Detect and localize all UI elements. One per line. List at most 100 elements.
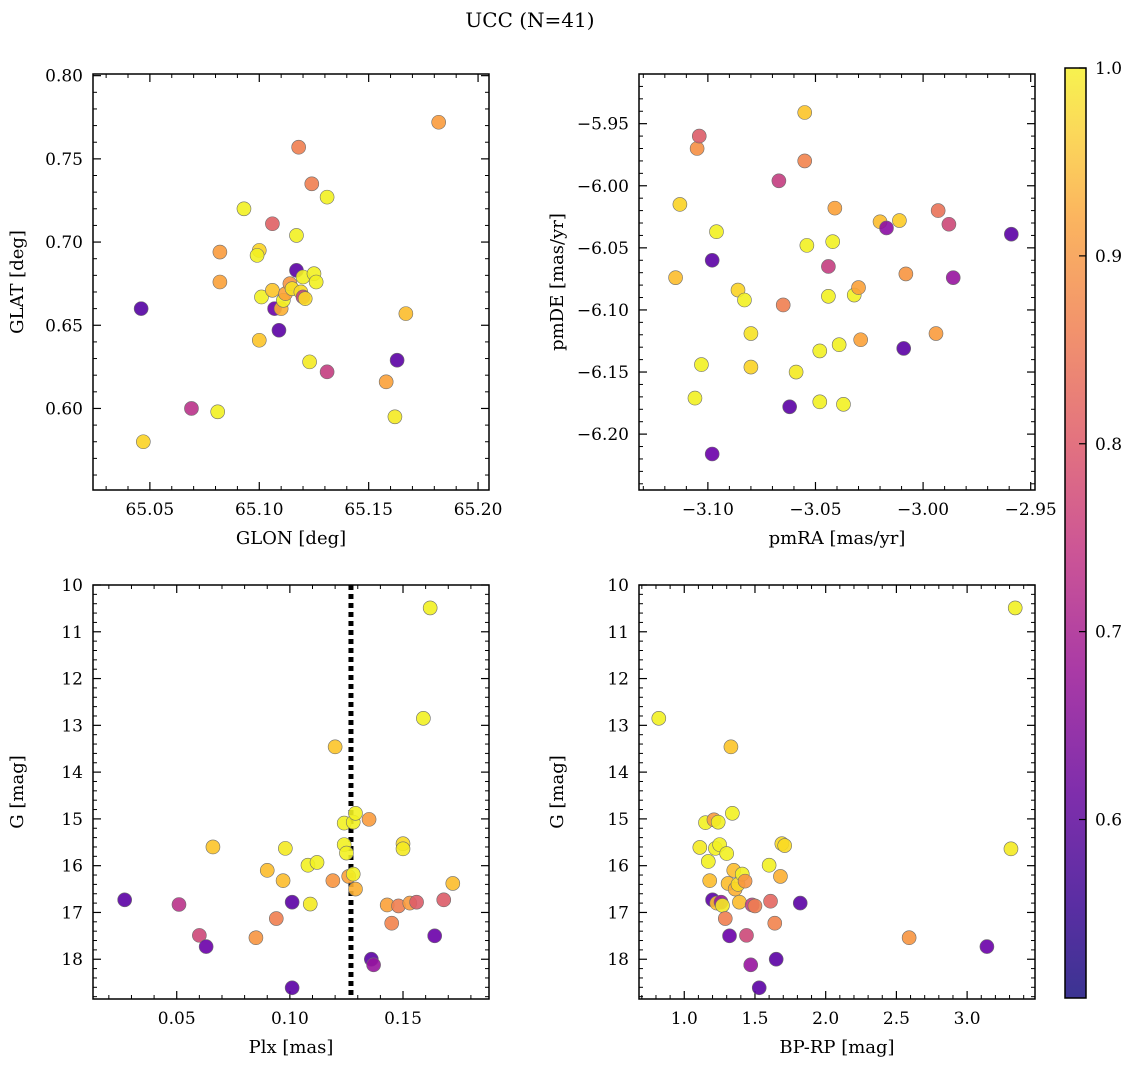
scatter-point bbox=[445, 876, 461, 891]
scatter-point bbox=[768, 951, 784, 967]
axes-frame bbox=[92, 73, 490, 491]
x-tick-label: 0.10 bbox=[271, 1009, 309, 1029]
y-tick-label: −6.15 bbox=[577, 363, 629, 383]
x-tick-label: −2.95 bbox=[1005, 500, 1057, 520]
scatter-point bbox=[308, 274, 324, 290]
y-tick-label: 18 bbox=[61, 950, 83, 970]
scatter-point bbox=[853, 332, 868, 348]
scatter-point bbox=[709, 224, 724, 240]
scatter-point bbox=[436, 892, 452, 908]
scatter-point bbox=[249, 248, 265, 263]
scatter-point bbox=[782, 399, 797, 415]
colorbar-tick-label: 1.0 bbox=[1095, 59, 1122, 79]
x-axis-label: GLON [deg] bbox=[236, 528, 346, 549]
scatter-point bbox=[198, 939, 214, 954]
scatter-point bbox=[136, 434, 151, 450]
scatter-point bbox=[1003, 841, 1019, 857]
scatter-point bbox=[775, 297, 791, 313]
y-tick-label: 17 bbox=[61, 903, 83, 923]
scatter-point bbox=[767, 915, 783, 931]
scatter-point bbox=[945, 270, 961, 285]
x-tick-label: 2.5 bbox=[883, 1009, 910, 1029]
colorbar-tick-label: 0.6 bbox=[1095, 811, 1122, 831]
scatter-point bbox=[792, 895, 808, 911]
scatter-point bbox=[384, 915, 399, 931]
scatter-point bbox=[747, 898, 763, 914]
y-tick-label: 17 bbox=[607, 903, 629, 923]
scatter-point bbox=[325, 873, 341, 888]
scatter-point bbox=[743, 326, 759, 341]
scatter-point bbox=[265, 216, 280, 232]
scatter-point bbox=[812, 394, 828, 410]
scatter-point bbox=[761, 857, 777, 873]
axes-frame bbox=[92, 584, 490, 1000]
scatter-point bbox=[898, 266, 914, 282]
scatter-point bbox=[348, 805, 363, 821]
y-tick-label: 11 bbox=[61, 623, 83, 643]
scatter-point bbox=[704, 446, 720, 462]
scatter-point bbox=[763, 893, 778, 909]
scatter-point bbox=[236, 201, 252, 217]
scatter-point bbox=[930, 203, 946, 218]
scatter-point bbox=[827, 200, 843, 216]
y-tick-label: 0.65 bbox=[45, 316, 83, 336]
scatter-point bbox=[271, 322, 287, 338]
y-tick-label: −6.20 bbox=[577, 425, 629, 445]
y-tick-label: 14 bbox=[607, 763, 629, 783]
y-tick-label: 16 bbox=[61, 857, 83, 877]
scatter-point bbox=[739, 928, 754, 943]
scatter-point bbox=[771, 173, 787, 189]
scatter-point bbox=[710, 814, 726, 830]
scatter-point bbox=[289, 228, 304, 243]
colorbar-tick-label: 0.7 bbox=[1095, 623, 1122, 643]
scatter-point bbox=[737, 873, 753, 889]
scatter-point bbox=[212, 274, 228, 290]
y-tick-label: −6.10 bbox=[577, 301, 629, 321]
scatter-point bbox=[672, 197, 688, 212]
scatter-point bbox=[725, 805, 740, 821]
scatter-point bbox=[117, 892, 132, 908]
y-tick-label: 12 bbox=[61, 670, 83, 690]
x-tick-label: 2.0 bbox=[812, 1009, 839, 1029]
scatter-point bbox=[319, 189, 335, 205]
scatter-point bbox=[210, 404, 226, 420]
panel-bprp-g: 1.0 1.5 2.0 2.5 3.0 10 11 12 13 14 15 16 17 18 BP-RP [… bbox=[547, 576, 1036, 1058]
scatter-point bbox=[879, 220, 894, 236]
x-tick-label: −3.10 bbox=[682, 500, 734, 520]
scatter-point bbox=[717, 911, 733, 926]
y-tick-label: 0.70 bbox=[45, 233, 83, 253]
scatter-point bbox=[687, 390, 703, 406]
x-axis-label: BP-RP [mag] bbox=[779, 1037, 894, 1058]
scatter-point bbox=[248, 930, 264, 946]
y-tick-label: 0.80 bbox=[45, 67, 83, 87]
scatter-point bbox=[928, 326, 944, 341]
figure-title: UCC (N=41) bbox=[465, 8, 594, 32]
scatter-point bbox=[668, 270, 683, 285]
x-tick-label: 0.15 bbox=[384, 1009, 422, 1029]
scatter-point bbox=[409, 894, 424, 910]
scatter-point bbox=[812, 343, 828, 359]
colorbar: 0.6 0.7 0.8 0.9 1.0 bbox=[1064, 59, 1122, 999]
scatter-point bbox=[1004, 226, 1019, 242]
scatter-point bbox=[694, 357, 709, 372]
x-tick-label: 65.10 bbox=[235, 500, 284, 520]
scatter-point bbox=[702, 873, 718, 888]
scatter-point bbox=[184, 401, 199, 416]
y-tick-label: 10 bbox=[61, 576, 83, 596]
scatter-points bbox=[133, 114, 446, 450]
panel-glon-glat: 65.05 65.10 65.15 65.20 0.60 0.65 0.70 0.75 0.80… bbox=[7, 67, 502, 549]
scatter-point bbox=[773, 869, 788, 884]
y-tick-label: 11 bbox=[607, 623, 629, 643]
scatter-point bbox=[265, 283, 280, 298]
axes-frame bbox=[638, 584, 1036, 1000]
scatter-point bbox=[896, 341, 912, 356]
scatter-point bbox=[743, 359, 759, 375]
y-tick-label: 14 bbox=[61, 763, 83, 783]
scatter-point bbox=[719, 846, 734, 861]
scatter-point bbox=[836, 397, 851, 412]
scatter-point bbox=[723, 739, 739, 755]
x-tick-label: 65.15 bbox=[344, 500, 393, 520]
scatter-point bbox=[797, 105, 813, 120]
y-tick-label: 0.60 bbox=[45, 399, 83, 419]
scatter-point bbox=[416, 711, 431, 726]
